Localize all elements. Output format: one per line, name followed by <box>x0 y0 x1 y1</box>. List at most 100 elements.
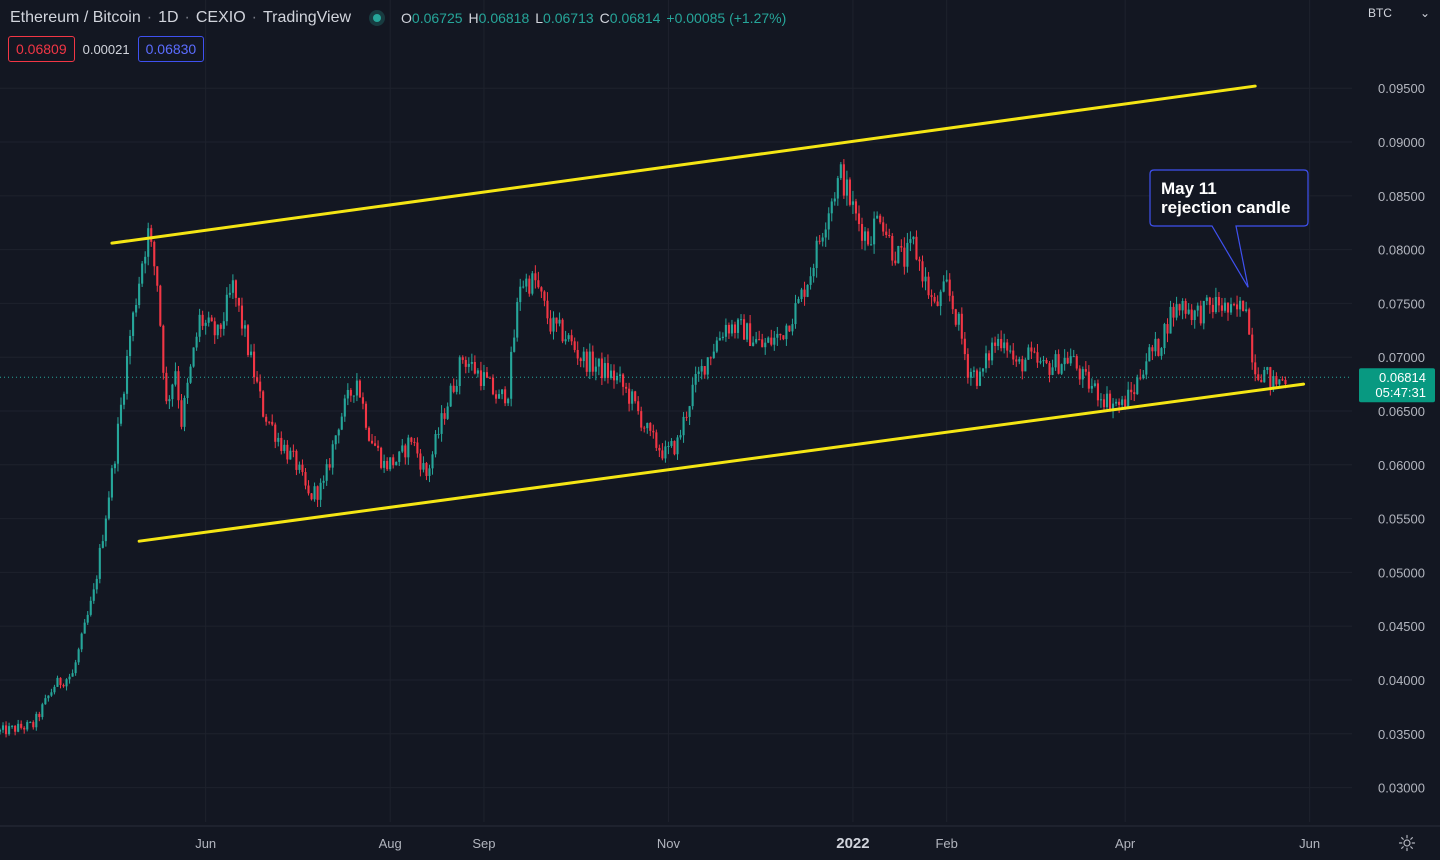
x-tick-label: Nov <box>657 836 681 851</box>
candle <box>594 357 597 381</box>
candle <box>186 378 189 404</box>
candle <box>268 421 271 425</box>
candle <box>1175 296 1178 321</box>
candle <box>721 332 724 341</box>
candle <box>821 232 824 247</box>
candle <box>1048 360 1051 383</box>
candle <box>234 279 237 307</box>
candle <box>452 378 455 394</box>
trendline-lower[interactable] <box>137 382 1306 543</box>
candle <box>32 720 35 730</box>
candle <box>709 356 712 366</box>
candle <box>752 336 755 347</box>
quote-row: 0.06809 0.00021 0.06830 <box>8 36 205 62</box>
candle <box>62 683 65 688</box>
candle <box>510 346 513 407</box>
candle <box>165 366 168 405</box>
candle <box>373 436 377 447</box>
candle <box>676 435 679 460</box>
candle <box>885 223 888 238</box>
candle <box>150 224 153 247</box>
candle <box>758 330 761 341</box>
candle <box>1145 353 1148 380</box>
market-open-icon <box>373 14 382 22</box>
candle <box>74 659 77 676</box>
x-tick-label: Apr <box>1115 836 1136 851</box>
candle <box>1163 322 1166 355</box>
trendlines[interactable] <box>110 84 1306 543</box>
candle <box>1151 344 1154 361</box>
candle <box>997 333 1000 351</box>
candle <box>1148 343 1151 362</box>
candle <box>56 675 59 687</box>
exchange-label: CEXIO <box>195 9 246 26</box>
candle <box>1223 297 1227 313</box>
candle <box>192 347 195 368</box>
candle <box>340 412 343 431</box>
candle <box>461 355 464 364</box>
candle <box>195 332 198 351</box>
candle <box>204 319 207 335</box>
candle <box>942 275 945 293</box>
candle <box>537 271 540 289</box>
candle <box>912 236 915 245</box>
candle <box>1184 298 1187 319</box>
candle <box>957 311 960 331</box>
candle <box>322 475 325 490</box>
candle <box>1111 398 1115 419</box>
symbol-name[interactable]: Ethereum / Bitcoin <box>10 9 141 26</box>
candle <box>848 177 851 207</box>
candle <box>1012 343 1015 366</box>
callout-box[interactable] <box>1149 169 1309 288</box>
candle <box>1202 300 1205 330</box>
candle <box>20 720 23 730</box>
candle <box>138 276 141 309</box>
candle <box>128 329 132 365</box>
candle <box>1003 333 1006 354</box>
candle <box>307 480 310 496</box>
candle <box>867 228 870 247</box>
candle <box>715 336 718 354</box>
candle <box>1093 380 1096 388</box>
candle <box>449 383 452 408</box>
candle <box>334 435 337 450</box>
candle <box>712 343 715 359</box>
candle <box>776 326 779 346</box>
candle <box>888 228 891 238</box>
candle <box>1269 366 1272 396</box>
y-tick-label: 0.03500 <box>1378 727 1425 742</box>
candle <box>906 232 909 273</box>
candle <box>1190 304 1193 326</box>
candle <box>410 436 413 445</box>
candle <box>863 226 867 251</box>
buy-price-button[interactable]: 0.06830 <box>137 36 205 62</box>
candle <box>104 515 107 547</box>
candle <box>349 388 352 402</box>
candle <box>727 322 730 339</box>
candle <box>966 348 969 384</box>
candle <box>1063 349 1066 371</box>
last-price-tag: 0.06814 05:47:31 <box>1359 368 1435 403</box>
gear-icon[interactable] <box>1398 834 1416 852</box>
candle <box>280 431 283 455</box>
candle <box>1006 338 1009 358</box>
trendline-upper[interactable] <box>110 84 1257 245</box>
interval-label[interactable]: 1D <box>158 9 179 26</box>
candle <box>649 422 652 437</box>
candle <box>1263 366 1266 383</box>
annotation-callout[interactable]: May 11 rejection candle <box>1149 169 1309 288</box>
candle <box>894 251 897 266</box>
candle <box>425 461 428 481</box>
candle <box>1021 355 1024 380</box>
candle <box>367 426 371 442</box>
candle <box>89 596 92 617</box>
candle <box>50 688 53 697</box>
candle <box>573 337 576 353</box>
candle <box>1033 347 1036 354</box>
candle <box>519 278 522 311</box>
candle <box>634 390 637 404</box>
sell-price-button[interactable]: 0.06809 <box>8 36 75 62</box>
currency-selector[interactable]: BTC ⌄ <box>1368 6 1430 20</box>
candle <box>839 161 842 181</box>
